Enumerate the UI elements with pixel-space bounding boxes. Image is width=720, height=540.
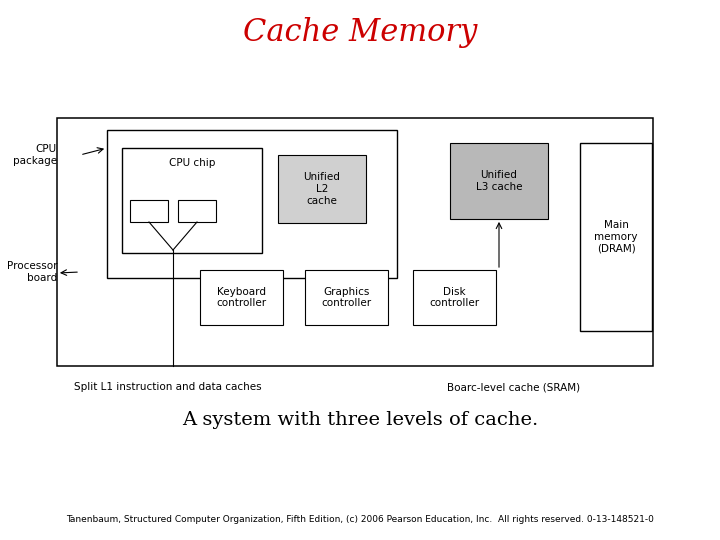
Text: Cache Memory: Cache Memory: [243, 17, 477, 48]
Text: Unified
L3 cache: Unified L3 cache: [476, 170, 522, 192]
Text: L1-I: L1-I: [140, 206, 158, 216]
Text: Processor
board: Processor board: [6, 261, 57, 283]
Text: CPU
package: CPU package: [13, 144, 57, 166]
Bar: [130, 200, 168, 222]
Text: Split L1 instruction and data caches: Split L1 instruction and data caches: [74, 382, 262, 392]
Bar: [413, 270, 496, 325]
Bar: [107, 130, 397, 278]
Bar: [57, 118, 653, 366]
Text: Unified
L2
cache: Unified L2 cache: [304, 172, 341, 206]
Bar: [122, 148, 262, 253]
Text: Tanenbaum, Structured Computer Organization, Fifth Edition, (c) 2006 Pearson Edu: Tanenbaum, Structured Computer Organizat…: [66, 516, 654, 524]
Text: CPU chip: CPU chip: [168, 158, 215, 168]
Text: A system with three levels of cache.: A system with three levels of cache.: [182, 411, 538, 429]
Text: Main
memory
(DRAM): Main memory (DRAM): [594, 220, 638, 254]
Bar: [178, 200, 216, 222]
Bar: [200, 270, 283, 325]
Bar: [450, 143, 548, 219]
Text: L1-D: L1-D: [186, 206, 208, 216]
Bar: [278, 155, 366, 223]
Bar: [305, 270, 388, 325]
Text: Disk
controller: Disk controller: [429, 287, 480, 308]
Text: Keyboard
controller: Keyboard controller: [217, 287, 266, 308]
Text: Boarc-level cache (SRAM): Boarc-level cache (SRAM): [447, 382, 580, 392]
Bar: [580, 143, 652, 331]
Text: Graphics
controller: Graphics controller: [321, 287, 372, 308]
